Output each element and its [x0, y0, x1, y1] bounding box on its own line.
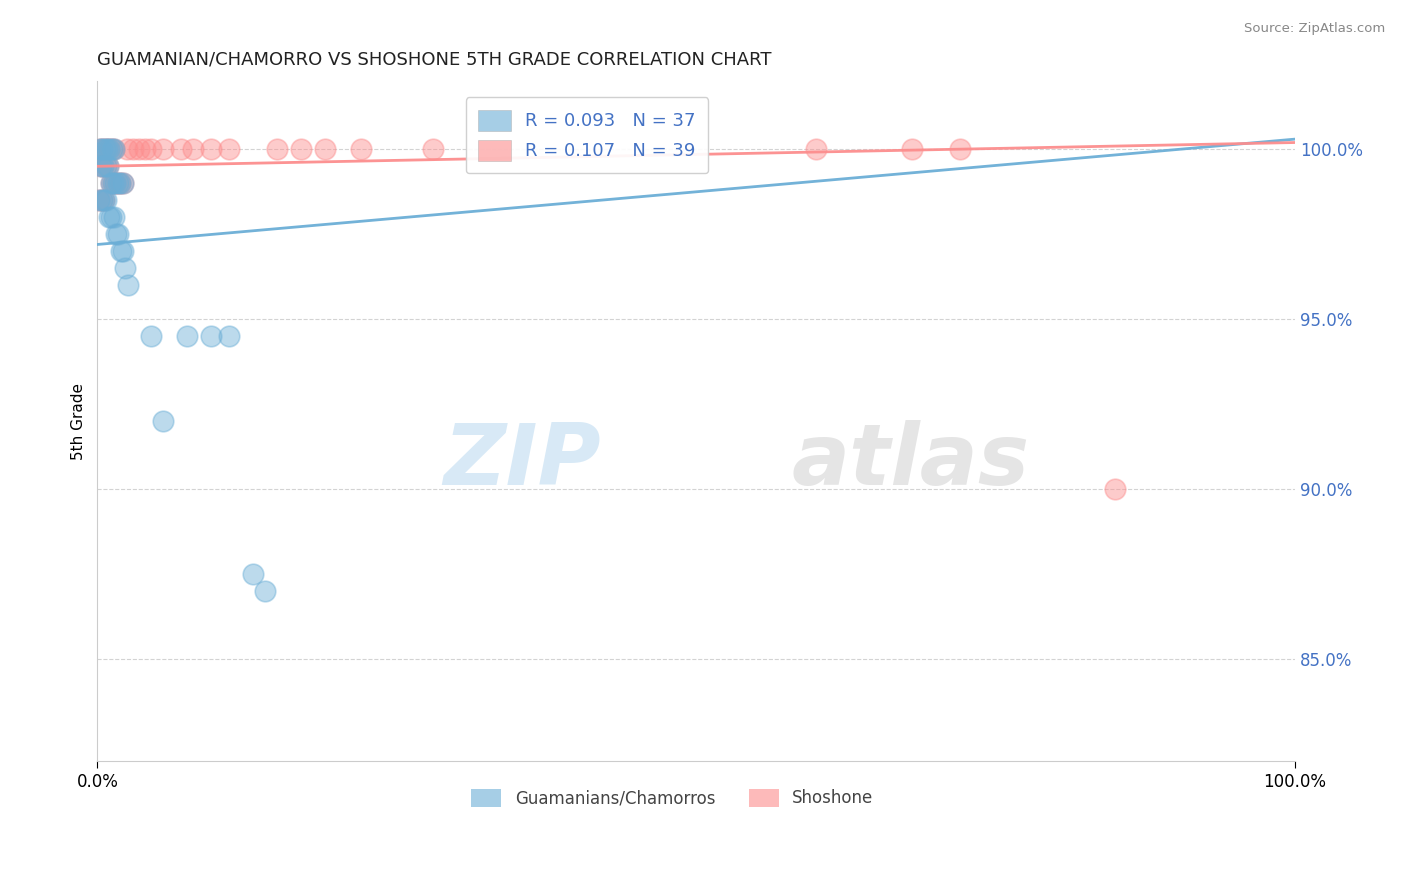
Text: atlas: atlas — [792, 420, 1031, 503]
Point — [93, 142, 115, 156]
Point — [218, 142, 240, 156]
Point — [103, 211, 125, 225]
Legend: Guamanians/Chamorros, Shoshone: Guamanians/Chamorros, Shoshone — [465, 782, 880, 814]
Point — [93, 194, 115, 208]
Point — [91, 142, 114, 156]
Point — [200, 329, 222, 343]
Point — [134, 142, 156, 156]
Point — [97, 159, 120, 173]
Point — [97, 211, 120, 225]
Point — [111, 177, 134, 191]
Point — [107, 177, 129, 191]
Point — [804, 142, 827, 156]
Point — [91, 159, 114, 173]
Point — [90, 159, 112, 173]
Point — [170, 142, 193, 156]
Point — [98, 142, 121, 156]
Point — [100, 211, 122, 225]
Point — [1104, 482, 1126, 496]
Point — [111, 177, 134, 191]
Point — [242, 567, 264, 582]
Point — [314, 142, 336, 156]
Point — [117, 278, 139, 293]
Point — [253, 584, 276, 599]
Text: Source: ZipAtlas.com: Source: ZipAtlas.com — [1244, 22, 1385, 36]
Point — [100, 142, 122, 156]
Point — [104, 227, 127, 242]
Point — [104, 177, 127, 191]
Point — [89, 194, 111, 208]
Point — [114, 261, 136, 276]
Point — [89, 142, 111, 156]
Point — [218, 329, 240, 343]
Point — [91, 142, 114, 156]
Point — [96, 142, 118, 156]
Point — [101, 177, 124, 191]
Point — [110, 244, 132, 259]
Text: ZIP: ZIP — [443, 420, 600, 503]
Point — [422, 142, 444, 156]
Point — [103, 142, 125, 156]
Point — [100, 177, 122, 191]
Point — [94, 159, 117, 173]
Point — [94, 159, 117, 173]
Point — [141, 329, 163, 343]
Point — [103, 142, 125, 156]
Point — [152, 142, 174, 156]
Point — [107, 177, 129, 191]
Point — [93, 194, 115, 208]
Point — [290, 142, 312, 156]
Point — [93, 142, 115, 156]
Point — [90, 194, 112, 208]
Point — [101, 177, 124, 191]
Point — [200, 142, 222, 156]
Point — [96, 142, 118, 156]
Point — [181, 142, 204, 156]
Point — [350, 142, 373, 156]
Point — [108, 177, 131, 191]
Point — [91, 159, 114, 173]
Point — [96, 194, 118, 208]
Point — [90, 159, 112, 173]
Point — [89, 142, 111, 156]
Point — [98, 142, 121, 156]
Point — [100, 177, 122, 191]
Y-axis label: 5th Grade: 5th Grade — [72, 383, 86, 459]
Point — [89, 194, 111, 208]
Point — [900, 142, 922, 156]
Point — [104, 177, 127, 191]
Text: GUAMANIAN/CHAMORRO VS SHOSHONE 5TH GRADE CORRELATION CHART: GUAMANIAN/CHAMORRO VS SHOSHONE 5TH GRADE… — [97, 51, 772, 69]
Point — [107, 227, 129, 242]
Point — [141, 142, 163, 156]
Point — [266, 142, 288, 156]
Point — [108, 177, 131, 191]
Point — [122, 142, 145, 156]
Point — [128, 142, 150, 156]
Point — [176, 329, 198, 343]
Point — [949, 142, 972, 156]
Point — [97, 159, 120, 173]
Point — [112, 244, 135, 259]
Point — [117, 142, 139, 156]
Point — [152, 414, 174, 428]
Point — [100, 142, 122, 156]
Point — [90, 194, 112, 208]
